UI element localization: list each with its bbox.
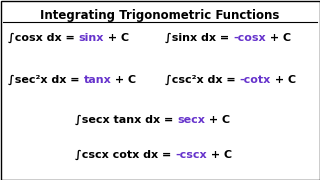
Text: + C: + C xyxy=(207,150,232,160)
Text: ∫csc²x dx =: ∫csc²x dx = xyxy=(165,75,239,85)
Text: sinx: sinx xyxy=(79,33,104,43)
Text: + C: + C xyxy=(266,33,291,43)
Text: Integrating Trigonometric Functions: Integrating Trigonometric Functions xyxy=(40,9,280,22)
Text: -cotx: -cotx xyxy=(239,75,271,85)
Text: + C: + C xyxy=(104,33,129,43)
Text: ∫sinx dx =: ∫sinx dx = xyxy=(165,33,233,43)
Text: -cosx: -cosx xyxy=(233,33,266,43)
Text: ∫cscx cotx dx =: ∫cscx cotx dx = xyxy=(75,150,175,160)
Text: + C: + C xyxy=(111,75,136,85)
Text: -cscx: -cscx xyxy=(175,150,207,160)
Text: + C: + C xyxy=(205,115,230,125)
Text: tanx: tanx xyxy=(84,75,111,85)
Text: ∫sec²x dx =: ∫sec²x dx = xyxy=(8,75,84,85)
Text: secx: secx xyxy=(177,115,205,125)
Text: ∫cosx dx =: ∫cosx dx = xyxy=(8,33,79,43)
Text: ∫secx tanx dx =: ∫secx tanx dx = xyxy=(75,115,177,125)
Text: + C: + C xyxy=(271,75,296,85)
